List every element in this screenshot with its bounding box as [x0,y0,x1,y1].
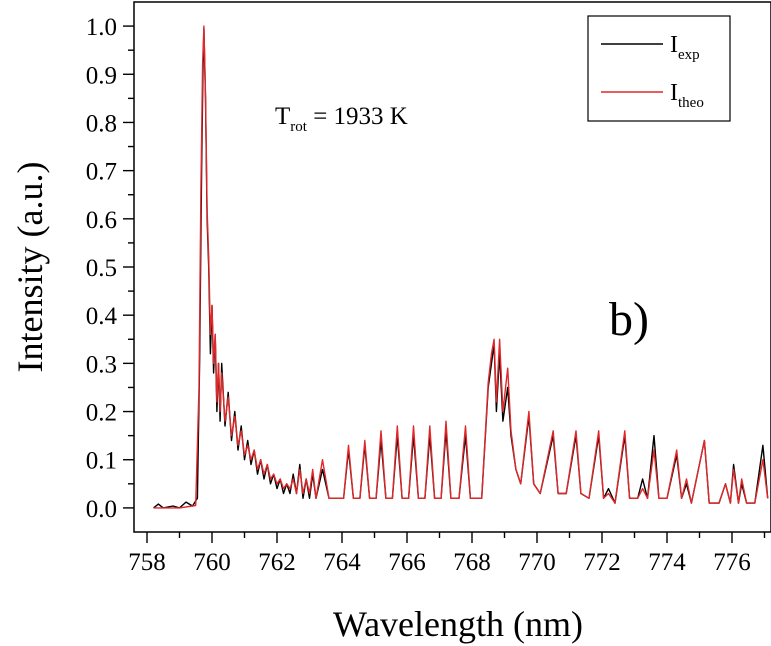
x-axis: 758 760 762 764 766 768 770 772 774 776 [128,532,766,576]
annotation-sub: rot [290,119,307,135]
x-tick-label: 776 [713,549,751,576]
legend-label-theo-main: I [670,80,678,106]
y-tick-label: 0.2 [86,400,117,427]
y-tick-label: 1.0 [86,14,117,41]
legend-box [587,15,731,122]
legend-label-exp-sub: exp [678,47,700,63]
x-tick-label: 758 [128,549,166,576]
y-axis-label: Intensity (a.u.) [10,162,50,373]
y-tick-label: 0.6 [86,207,117,234]
y-tick-label: 0.9 [86,62,117,89]
series-line-theo [153,25,769,509]
y-tick-label: 0.4 [86,303,118,330]
y-tick-label: 0.8 [86,110,117,137]
x-tick-label: 774 [648,549,686,576]
annotation-rest: = 1933 K [307,103,408,130]
panel-label: b) [609,293,649,346]
x-tick-label: 770 [518,549,556,576]
legend: Iexp Itheo [587,15,731,122]
series-layer [153,25,769,509]
x-axis-label: Wavelength (nm) [333,604,583,644]
x-tick-label: 762 [258,549,296,576]
temperature-annotation: Trot = 1933 K [275,103,408,135]
y-axis: 0.0 0.1 0.2 0.3 0.4 0.5 0.6 0.7 0.8 0.9 1.0 [86,14,134,523]
y-tick-label: 0.7 [86,159,117,186]
legend-label-theo: Itheo [670,80,704,111]
x-tick-label: 766 [388,549,426,576]
legend-label-theo-sub: theo [678,95,704,111]
x-tick-label: 772 [583,549,621,576]
y-tick-label: 0.0 [86,496,117,523]
x-tick-label: 764 [323,549,361,576]
y-tick-label: 0.3 [86,351,117,378]
x-tick-label: 768 [453,549,491,576]
legend-label-exp: Iexp [670,32,700,63]
annotation-main: T [275,103,290,130]
legend-label-exp-main: I [670,32,678,58]
x-tick-label: 760 [193,549,231,576]
y-tick-label: 0.5 [86,255,117,282]
y-tick-label: 0.1 [86,448,117,475]
